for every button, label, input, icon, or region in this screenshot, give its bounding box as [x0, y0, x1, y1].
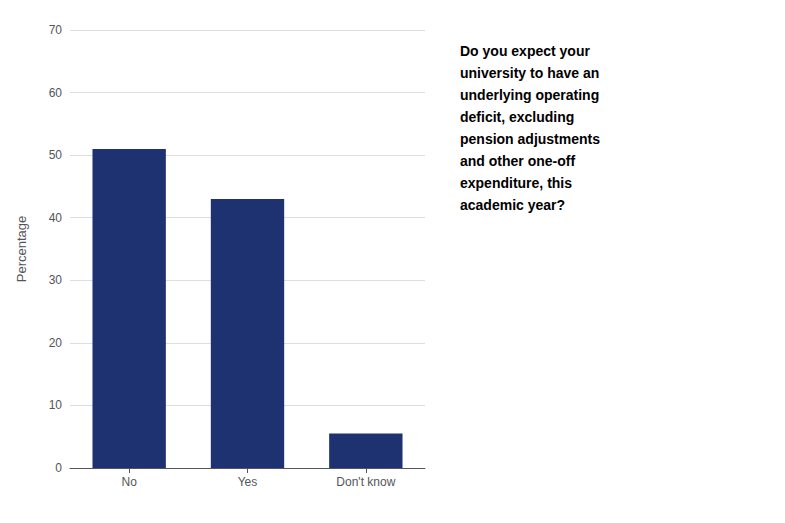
svg-text:70: 70 — [49, 23, 63, 37]
svg-text:Don't know: Don't know — [336, 475, 395, 489]
svg-text:40: 40 — [49, 211, 63, 225]
svg-text:Yes: Yes — [238, 475, 258, 489]
svg-text:deficit, excluding: deficit, excluding — [460, 109, 574, 125]
svg-text:No: No — [121, 475, 137, 489]
svg-text:Do you expect your: Do you expect your — [460, 43, 590, 59]
svg-text:expenditure, this: expenditure, this — [460, 175, 572, 191]
svg-text:10: 10 — [49, 398, 63, 412]
svg-text:university to have an: university to have an — [460, 65, 599, 81]
svg-text:50: 50 — [49, 148, 63, 162]
svg-text:underlying operating: underlying operating — [460, 87, 599, 103]
svg-text:0: 0 — [55, 461, 62, 475]
svg-text:60: 60 — [49, 86, 63, 100]
svg-text:Percentage: Percentage — [14, 216, 29, 283]
svg-text:and other one-off: and other one-off — [460, 153, 575, 169]
svg-text:20: 20 — [49, 336, 63, 350]
svg-text:pension adjustments: pension adjustments — [460, 131, 600, 147]
svg-text:academic year?: academic year? — [460, 197, 565, 213]
svg-text:30: 30 — [49, 273, 63, 287]
